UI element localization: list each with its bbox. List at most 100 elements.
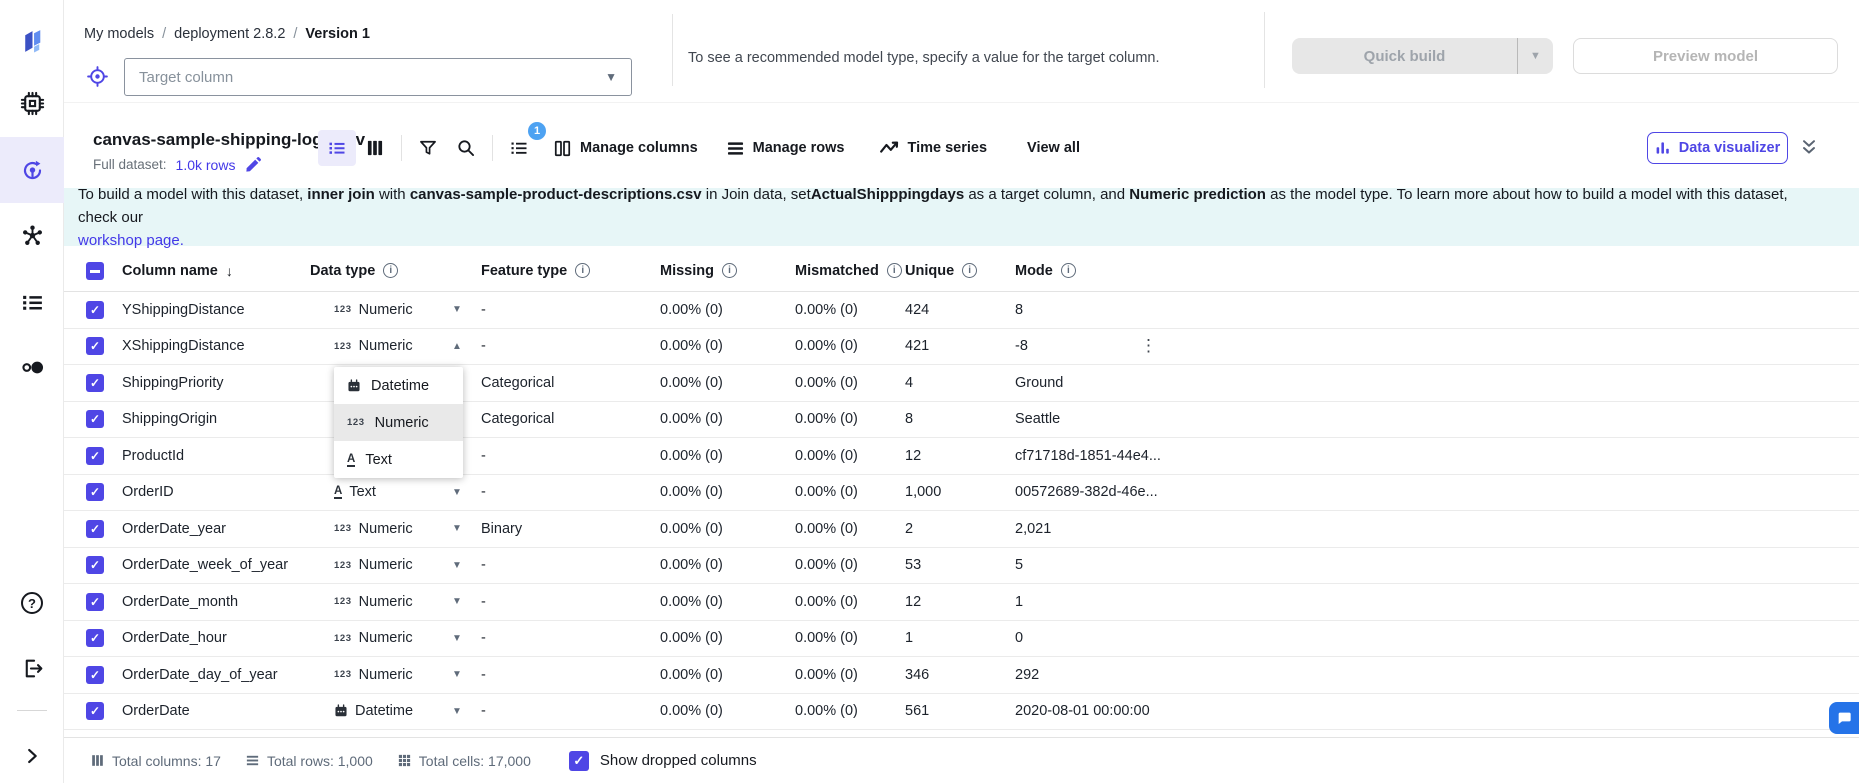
data-type-select[interactable]: 123 Numeric ▼ (334, 520, 462, 537)
missing-cell: 0.00% (0) (660, 557, 723, 574)
header-mode: Mode i (1015, 263, 1859, 279)
dataset-toolbar: 1 Manage columns Manage rows Time series… (318, 122, 1089, 167)
row-checkbox[interactable]: ✓ (86, 629, 104, 648)
manage-rows-button[interactable]: Manage rows (717, 130, 854, 166)
data-visualizer-button[interactable]: Data visualizer (1647, 132, 1788, 164)
sidebar-item-models-chip-icon[interactable] (0, 75, 64, 131)
quick-build-label: Quick build (1363, 47, 1446, 65)
row-actions-kebab-icon[interactable]: ⋮ (1140, 336, 1157, 356)
view-all-button[interactable]: View all (1018, 130, 1089, 166)
sidebar-item-list-icon[interactable] (0, 274, 64, 330)
header-divider (64, 102, 1859, 103)
breadcrumb: My models / deployment 2.8.2 / Version 1 (84, 26, 370, 42)
sidebar-item-compare-circles-icon[interactable] (0, 339, 64, 395)
chat-widget-tab[interactable] (1829, 702, 1859, 734)
missing-cell: 0.00% (0) (660, 630, 723, 647)
manage-columns-button[interactable]: Manage columns (544, 130, 707, 166)
info-icon[interactable]: i (575, 263, 591, 278)
breadcrumb-separator: / (293, 26, 298, 42)
row-checkbox[interactable]: ✓ (86, 410, 104, 429)
quick-build-dropdown-arrow[interactable]: ▼ (1517, 38, 1553, 74)
data-type-select[interactable]: A Text ▼ (334, 484, 462, 501)
info-icon[interactable]: i (886, 263, 902, 278)
data-type-dropdown: Datetime 123 Numeric A Text (334, 367, 463, 478)
info-icon[interactable]: i (721, 263, 737, 278)
row-checkbox[interactable]: ✓ (86, 519, 104, 538)
info-icon[interactable]: i (1060, 263, 1076, 278)
sidebar-expand-icon[interactable] (0, 728, 64, 783)
data-type-select[interactable]: 123 Numeric ▼ (334, 666, 462, 683)
breadcrumb-item[interactable]: deployment 2.8.2 (174, 26, 286, 42)
view-all-label: View all (1027, 140, 1080, 156)
full-dataset-label: Full dataset: (93, 157, 167, 172)
sidebar-item-automations-molecule-icon[interactable] (0, 207, 64, 263)
rows-count-link[interactable]: 1.0k rows (175, 156, 236, 173)
select-all-checkbox[interactable] (86, 262, 104, 281)
list-view-button[interactable] (318, 130, 356, 166)
row-checkbox[interactable]: ✓ (86, 556, 104, 575)
table-row: ✓ OrderDate Datetime ▼ - 0.00% (0) 0.00% (0) 56… (64, 694, 1859, 730)
row-checkbox[interactable]: ✓ (86, 300, 104, 319)
data-type-select[interactable]: 123 Numeric ▼ (334, 557, 462, 574)
breadcrumb-item: Version 1 (305, 26, 370, 42)
data-type-option-numeric[interactable]: 123 Numeric (334, 404, 463, 441)
sidebar-item-build-icon[interactable] (0, 142, 64, 198)
mismatched-cell: 0.00% (0) (795, 301, 858, 318)
table-row: ✓ ShippingPriority Categorical 0.00% (0) 0.0… (64, 365, 1859, 402)
data-type-select[interactable]: 123 Numeric ▼ (334, 630, 462, 647)
logout-icon[interactable] (0, 640, 64, 696)
filter-button[interactable] (409, 130, 447, 166)
target-column-placeholder: Target column (139, 68, 234, 86)
row-checkbox[interactable]: ✓ (86, 483, 104, 502)
grid-view-button[interactable] (356, 130, 394, 166)
row-checkbox[interactable]: ✓ (86, 446, 104, 465)
workshop-page-link[interactable]: workshop page. (78, 231, 184, 249)
numeric-type-icon: 123 (334, 596, 352, 608)
time-series-label: Time series (907, 140, 988, 156)
sidebar-divider (17, 710, 47, 711)
chevron-down-icon: ▼ (452, 304, 462, 316)
data-type-option-text[interactable]: A Text (347, 451, 392, 468)
manage-rows-label: Manage rows (752, 140, 845, 156)
data-type-select[interactable]: Datetime ▼ (310, 703, 481, 719)
calendar-icon (334, 704, 348, 718)
preview-model-button[interactable]: Preview model (1573, 38, 1838, 74)
show-dropped-checkbox[interactable]: ✓ (568, 750, 589, 771)
sort-list-button[interactable]: 1 (500, 122, 546, 166)
row-checkbox[interactable]: ✓ (86, 337, 104, 356)
collapse-panel-icon[interactable] (1798, 138, 1820, 158)
info-icon[interactable]: i (383, 263, 399, 278)
sort-descending-icon[interactable]: ↓ (225, 262, 233, 279)
missing-cell: 0.00% (0) (660, 666, 723, 683)
data-type-select[interactable]: 123 Numeric ▲ (334, 338, 462, 355)
row-checkbox[interactable]: ✓ (86, 665, 104, 684)
time-series-button[interactable]: Time series (870, 130, 997, 166)
unique-cell: 1 (905, 630, 914, 647)
help-icon[interactable]: ? (0, 575, 64, 631)
bar-chart-icon (1656, 142, 1669, 154)
data-type-option-datetime[interactable]: Datetime (334, 367, 463, 404)
data-type-select[interactable]: 123 Numeric ▼ (334, 301, 462, 318)
chevron-down-icon: ▼ (605, 70, 617, 84)
mismatched-cell: 0.00% (0) (795, 411, 858, 428)
mismatched-cell: 0.00% (0) (795, 703, 858, 720)
table-header-row: Column name ↓ Data type i Feature type i M… (64, 250, 1859, 292)
quick-build-button[interactable]: Quick build ▼ (1292, 38, 1553, 74)
header-data-type: Data type i (310, 263, 481, 279)
breadcrumb-item[interactable]: My models (84, 26, 155, 42)
feature-type-cell: - (481, 484, 486, 501)
data-type-select[interactable]: 123 Numeric ▼ (334, 593, 462, 610)
info-icon[interactable]: i (962, 263, 978, 278)
mode-cell: 5 (1015, 557, 1024, 574)
rows-icon (246, 755, 259, 766)
table-row: ✓ OrderID A Text ▼ - 0.00% (0) 0.00% (0) 1,000 00… (64, 475, 1859, 511)
row-checkbox[interactable]: ✓ (86, 373, 104, 392)
header-column-name[interactable]: Column name ↓ (122, 262, 233, 279)
row-checkbox[interactable]: ✓ (86, 592, 104, 611)
search-icon[interactable] (447, 130, 485, 166)
target-column-select[interactable]: Target column ▼ (124, 58, 632, 96)
row-checkbox[interactable]: ✓ (86, 702, 104, 721)
edit-pencil-icon[interactable] (244, 155, 263, 174)
numeric-type-icon: 123 (334, 340, 352, 352)
column-name-cell: OrderID (122, 484, 174, 501)
